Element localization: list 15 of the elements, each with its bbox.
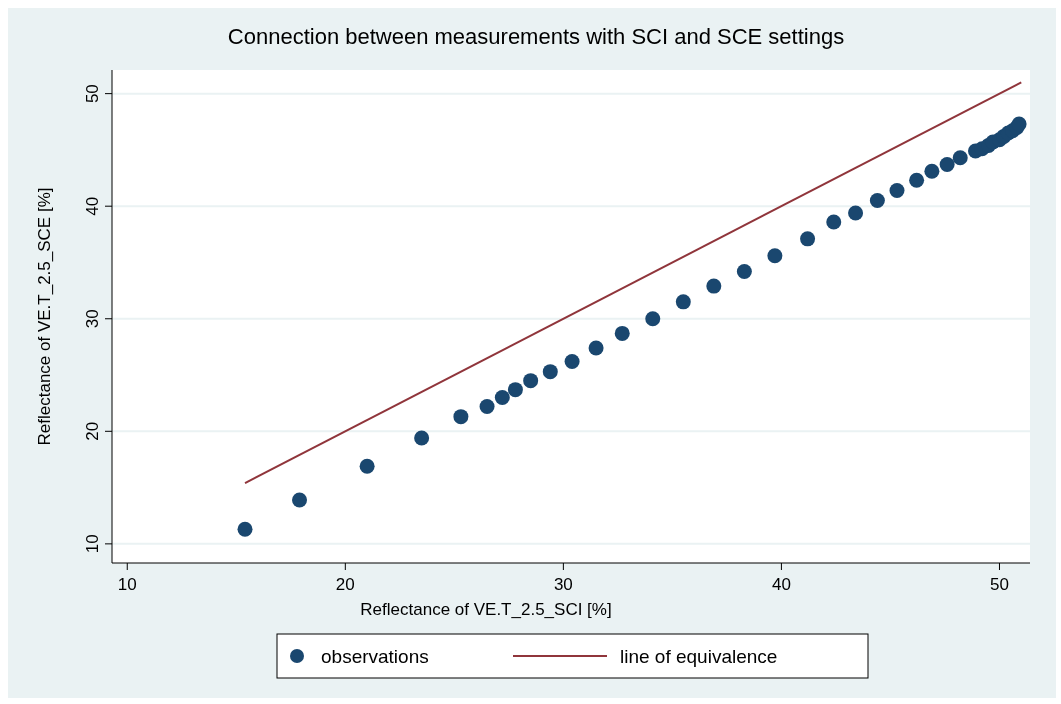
y-tick-label: 30 bbox=[83, 309, 102, 329]
x-tick-label: 40 bbox=[771, 575, 791, 594]
x-tick-label: 20 bbox=[335, 575, 355, 594]
legend-label: line of equivalence bbox=[620, 646, 778, 667]
chart-title: Connection between measurements with SCI and SCE settings bbox=[227, 24, 845, 49]
y-tick-label: 50 bbox=[83, 84, 102, 104]
x-tick-label: 30 bbox=[553, 575, 573, 594]
y-tick-label: 10 bbox=[83, 534, 102, 554]
y-tick-label: 40 bbox=[83, 196, 102, 216]
x-tick-label: 10 bbox=[117, 575, 137, 594]
y-axis-title: Reflectance of VE.T_2.5_SCE [%] bbox=[35, 187, 54, 446]
y-tick-label: 20 bbox=[83, 421, 102, 441]
x-tick-label: 50 bbox=[990, 575, 1009, 594]
legend-label: observations bbox=[321, 646, 429, 667]
x-axis-title: Reflectance of VE.T_2.5_SCI [%] bbox=[360, 600, 612, 619]
